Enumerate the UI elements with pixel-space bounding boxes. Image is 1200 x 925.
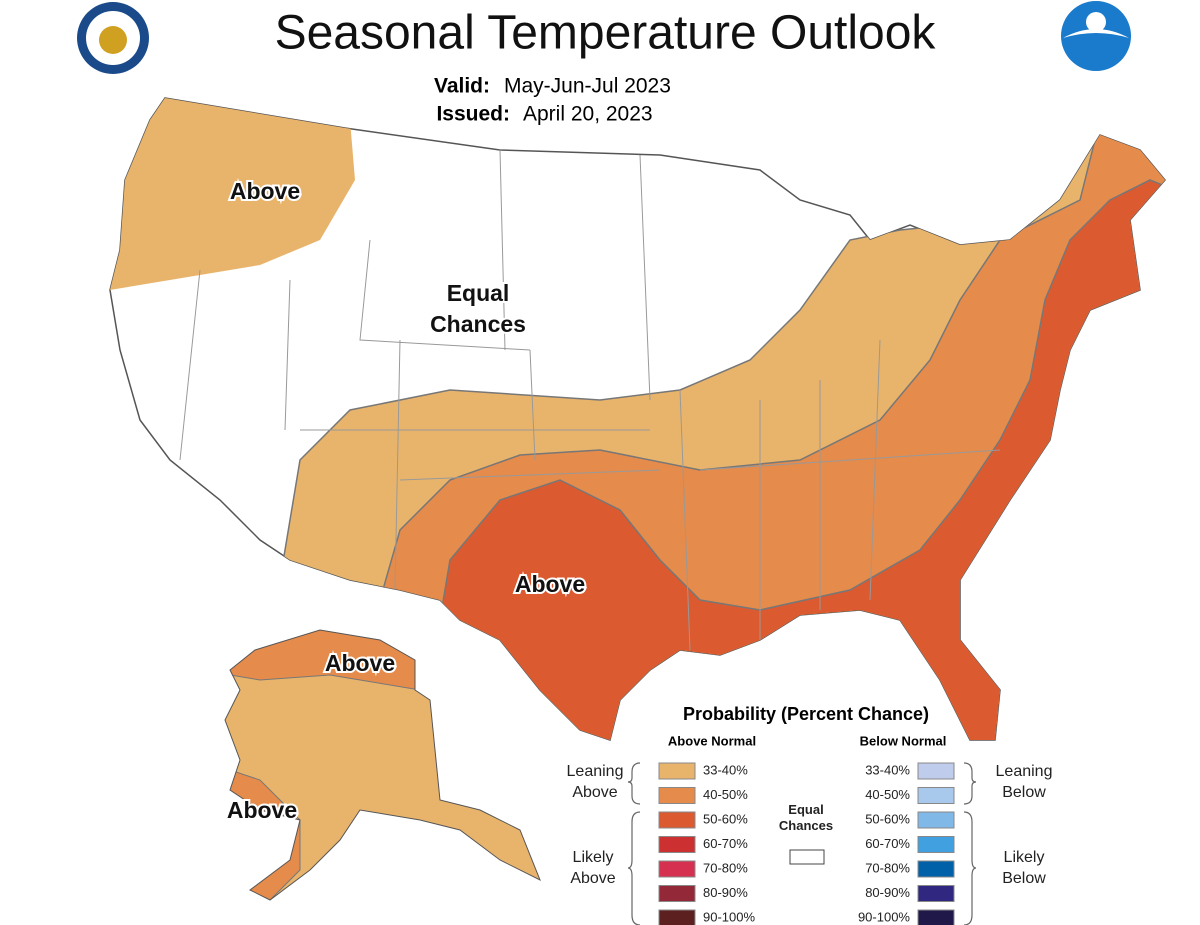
legend-swatch [658, 860, 696, 878]
legend-swatch [917, 787, 955, 804]
map-label: Above [325, 650, 395, 676]
legend: Probability (Percent Chance) Above Norma… [627, 704, 977, 925]
legend-label: 33-40% [703, 762, 748, 777]
legend-swatch [658, 909, 696, 925]
legend-label: 80-90% [865, 885, 910, 900]
legend-label: 50-60% [865, 811, 910, 826]
legend-swatch [917, 762, 955, 780]
legend-swatch [658, 762, 696, 780]
legend-label: 40-50% [865, 787, 910, 802]
map-label: Above [230, 178, 300, 204]
group-label: Leaning Below [995, 763, 1053, 801]
group-label: Leaning Above [566, 763, 624, 801]
legend-label: 50-60% [703, 811, 748, 826]
legend-swatch [917, 885, 955, 902]
issued: April 20, 2023 [523, 103, 653, 126]
legend-swatch [917, 811, 955, 829]
legend-header: Below Normal [860, 733, 947, 748]
legend-swatch [658, 836, 696, 853]
legend-swatch [789, 849, 825, 865]
legend-label: 33-40% [865, 762, 910, 777]
legend-header: Above Normal [668, 733, 756, 748]
legend-swatch [658, 787, 696, 804]
legend-swatch [917, 909, 955, 925]
map-label: Equal [447, 280, 510, 306]
braces [627, 762, 977, 925]
legend-label: 80-90% [703, 885, 748, 900]
legend-label: 40-50% [703, 787, 748, 802]
equal-chances-label: Equal Chances [778, 802, 834, 833]
legend-label: 90-100% [858, 909, 910, 924]
legend-title: Probability (Percent Chance) [683, 704, 929, 724]
legend-label: 90-100% [703, 909, 755, 924]
valid-label: Valid: [434, 75, 490, 98]
legend-label: 70-80% [703, 860, 748, 875]
group-label: Likely Above [570, 849, 616, 887]
title: Seasonal Temperature Outlook [275, 7, 937, 60]
legend-swatch [917, 836, 955, 853]
legend-swatch [658, 811, 696, 829]
legend-label: 60-70% [703, 836, 748, 851]
map-label: Above [227, 797, 297, 823]
valid: May-Jun-Jul 2023 [504, 75, 671, 98]
group-label: Likely Below [1002, 849, 1046, 887]
issued-label: Issued: [436, 103, 510, 126]
legend-swatch [917, 860, 955, 878]
legend-label: 60-70% [865, 836, 910, 851]
doc-logo [77, 2, 149, 74]
map-label: Above [515, 571, 585, 597]
legend-label: 70-80% [865, 860, 910, 875]
noaa-logo [1061, 1, 1131, 71]
legend-swatch [658, 885, 696, 902]
map-label: Chances [430, 311, 526, 337]
